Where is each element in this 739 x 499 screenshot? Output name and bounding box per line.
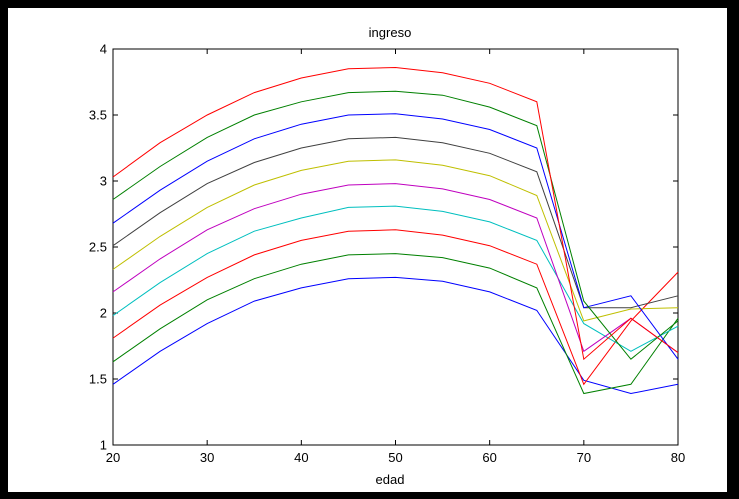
figure-window: ingreso 1 1.5 2 2.5 3 3.5 4 20 30 40 50 60 70 80 edad [8, 8, 727, 492]
y-tick-label: 2 [100, 306, 107, 321]
series-line-3 [112, 229, 679, 386]
chart-title: ingreso [369, 25, 412, 40]
x-tick-label: 60 [482, 450, 496, 465]
line-chart: ingreso 1 1.5 2 2.5 3 3.5 4 20 30 40 50 60 70 80 edad [89, 25, 685, 487]
plot-area: 1 1.5 2 2.5 3 3.5 4 20 30 40 50 60 70 80 [89, 42, 685, 466]
series-line-9 [112, 90, 679, 360]
series-line-5 [112, 183, 679, 354]
x-tick-label: 70 [577, 450, 591, 465]
x-tick-label: 20 [106, 450, 120, 465]
x-tick-label: 50 [388, 450, 402, 465]
series-line-4 [112, 205, 679, 352]
series-line-2 [112, 253, 679, 395]
y-tick-label: 3.5 [89, 108, 107, 123]
y-tick-label: 2.5 [89, 240, 107, 255]
series-line-10 [112, 66, 679, 361]
series-line-6 [112, 159, 679, 322]
y-tick-label: 1.5 [89, 372, 107, 387]
y-tick-label: 4 [100, 42, 107, 57]
x-tick-label: 40 [294, 450, 308, 465]
y-tick-label: 3 [100, 174, 107, 189]
series-line-1 [112, 276, 679, 395]
x-tick-label: 80 [671, 450, 685, 465]
x-axis-title: edad [376, 472, 405, 487]
y-tick-label: 1 [100, 438, 107, 453]
axes-box [112, 48, 679, 446]
x-tick-label: 30 [200, 450, 214, 465]
series-line-8 [112, 113, 679, 360]
